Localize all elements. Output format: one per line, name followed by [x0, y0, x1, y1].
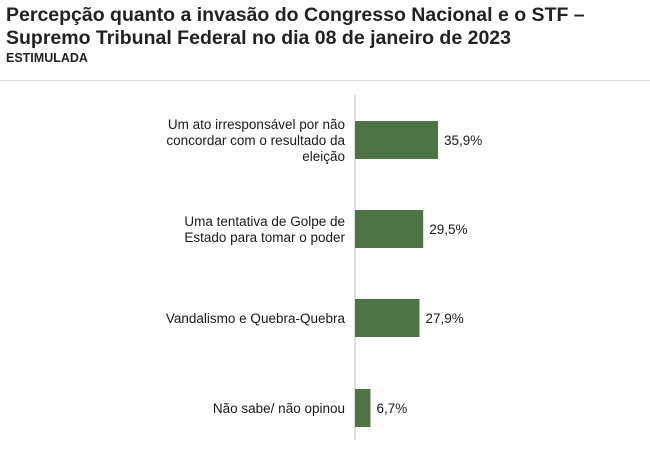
bar-3 [355, 299, 420, 337]
chart-title: Percepção quanto a invasão do Congresso … [6, 4, 585, 49]
category-label-1: Um ato irresponsável por não concordar co… [166, 117, 345, 164]
bar-4 [355, 389, 371, 427]
value-label-3: 27,9% [426, 311, 464, 326]
category-label-3: Vandalismo e Quebra-Quebra [166, 311, 346, 326]
value-label-2: 29,5% [429, 222, 467, 237]
category-label-4: Não sabe/ não opinou [213, 401, 345, 416]
category-label-2: Uma tentativa de Golpe de Estado para tom… [184, 214, 345, 245]
header-divider [0, 80, 650, 81]
value-label-1: 35,9% [444, 133, 482, 148]
chart-subtitle: ESTIMULADA [6, 51, 88, 65]
bar-1 [355, 121, 438, 159]
bar-2 [355, 210, 424, 248]
value-label-4: 6,7% [376, 401, 407, 416]
